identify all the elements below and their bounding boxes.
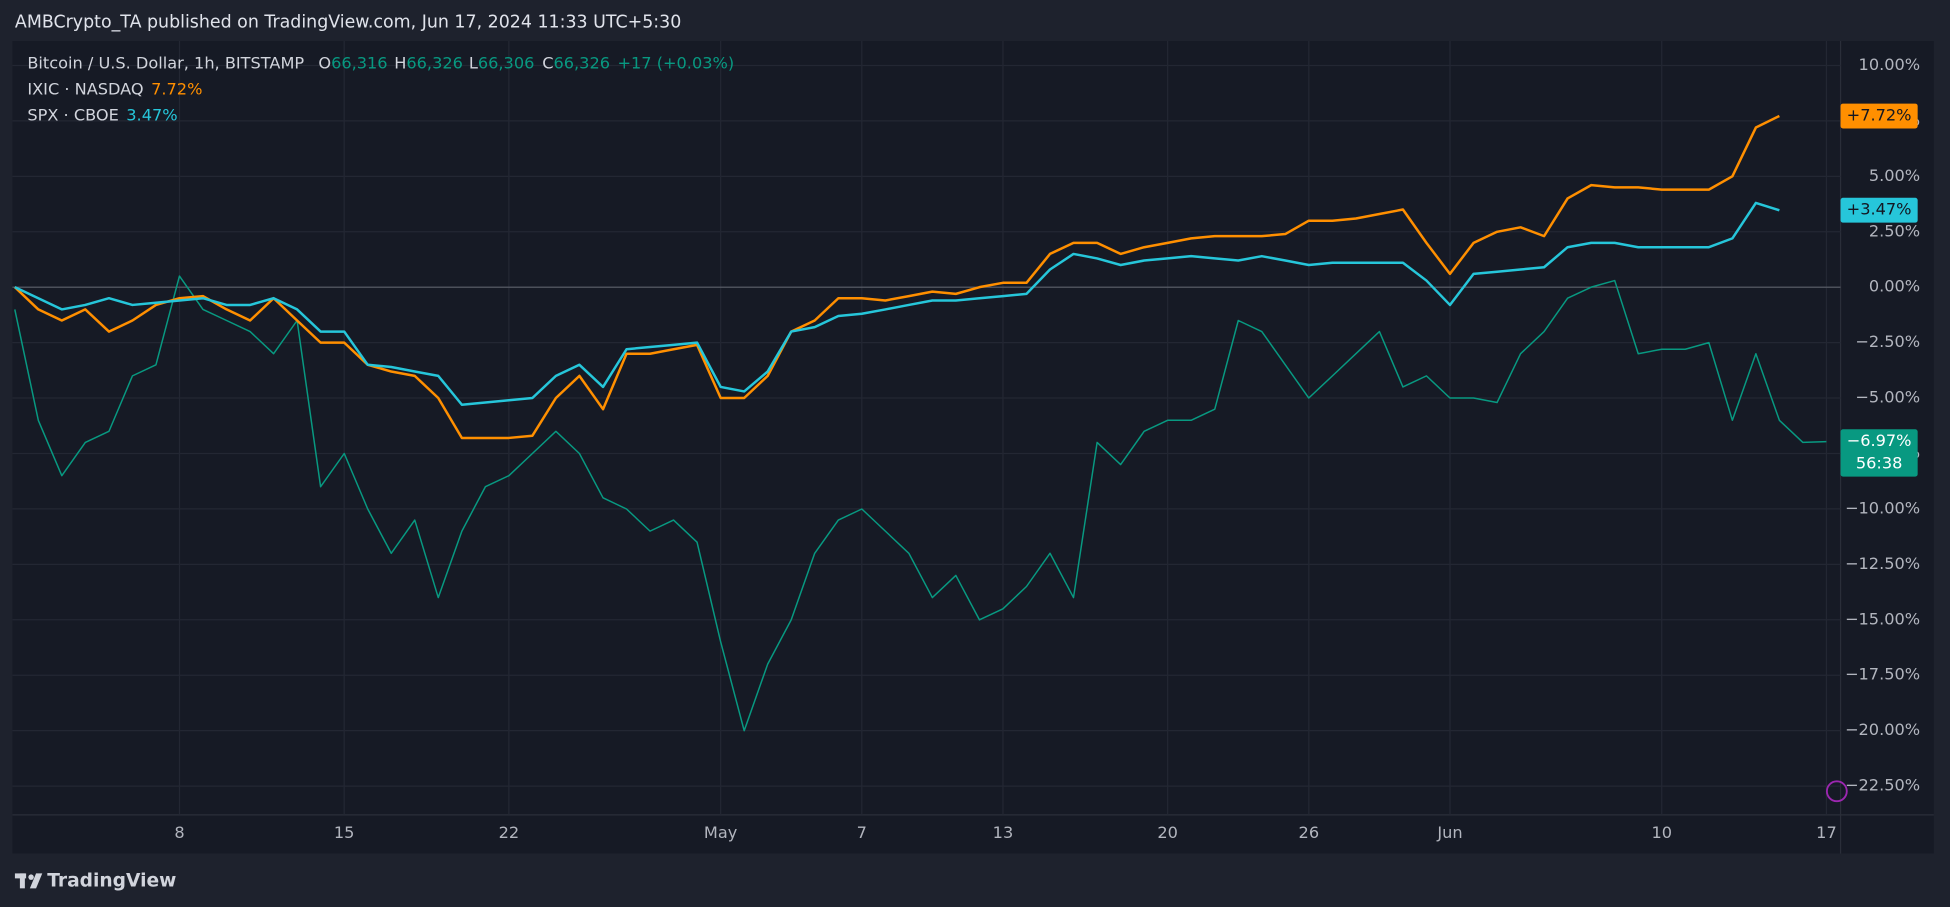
legend-name: Bitcoin / U.S. Dollar, 1h, BITSTAMP <box>27 53 304 72</box>
countdown: 56:38 <box>1856 454 1903 473</box>
x-tick-label: 26 <box>1299 823 1320 842</box>
price-badge-label: −6.97% <box>1847 431 1912 450</box>
tradingview-logo <box>14 873 43 889</box>
legend-name: IXIC · NASDAQ <box>27 79 143 98</box>
y-tick-label: 2.50% <box>1869 221 1920 240</box>
x-tick-label: 15 <box>334 823 355 842</box>
x-tick-label: Jun <box>1436 823 1462 842</box>
chart-pane <box>12 41 1934 854</box>
y-tick-label: −15.00% <box>1845 609 1920 628</box>
x-tick-label: 17 <box>1816 823 1837 842</box>
ohlc-value: 66,326 <box>553 53 610 72</box>
legend-entry: IXIC · NASDAQ 7.72% <box>27 79 202 98</box>
x-tick-label: 10 <box>1651 823 1672 842</box>
axes: 10.00%7.50%5.00%2.50%0.00%−2.50%−5.00%−7… <box>174 55 1920 842</box>
y-tick-label: −17.50% <box>1845 665 1920 684</box>
y-tick-label: 5.00% <box>1869 166 1920 185</box>
legend-value: 3.47% <box>126 105 177 124</box>
ohlc-label: O <box>318 53 331 72</box>
x-tick-label: 22 <box>499 823 520 842</box>
grid <box>12 41 1841 815</box>
series-line <box>14 201 1780 406</box>
price-badge-label: +3.47% <box>1847 200 1912 219</box>
x-tick-label: 7 <box>857 823 867 842</box>
x-tick-label: 20 <box>1157 823 1178 842</box>
ohlc-value: 66,316 <box>331 53 388 72</box>
footer-brand: TradingView <box>47 870 176 891</box>
y-tick-label: −2.50% <box>1855 332 1920 351</box>
event-icon <box>1825 780 1848 803</box>
y-tick-label: −20.00% <box>1845 720 1920 739</box>
legend: Bitcoin / U.S. Dollar, 1h, BITSTAMP O66,3… <box>27 53 734 124</box>
price-badge <box>1840 103 1918 129</box>
price-badge-label: +7.72% <box>1847 106 1912 125</box>
y-tick-label: −5.00% <box>1855 388 1920 407</box>
legend-change: +17 (+0.03%) <box>617 53 734 72</box>
logo-part <box>29 873 43 889</box>
price-badge <box>1840 197 1918 223</box>
plot <box>13 114 1827 732</box>
ohlc-value: 66,306 <box>478 53 535 72</box>
logo-part <box>19 873 25 889</box>
price-badge <box>1840 429 1918 477</box>
y-tick-label: −22.50% <box>1845 776 1920 795</box>
x-tick-label: 8 <box>174 823 184 842</box>
series-line <box>13 114 1780 440</box>
legend-name: SPX · CBOE <box>27 105 118 124</box>
y-tick-label: 10.00% <box>1859 55 1921 74</box>
series-line <box>14 275 1827 732</box>
ohlc-label: H <box>394 53 406 72</box>
ohlc-value: 66,326 <box>406 53 463 72</box>
y-tick-label: −12.50% <box>1845 554 1920 573</box>
legend-entry: Bitcoin / U.S. Dollar, 1h, BITSTAMP O66,3… <box>27 53 734 72</box>
ohlc-label: C <box>542 53 553 72</box>
y-tick-label: 0.00% <box>1869 277 1920 296</box>
x-tick-label: May <box>704 823 738 842</box>
publish-header: AMBCrypto_TA published on TradingView.co… <box>15 12 681 32</box>
logo-part <box>28 874 34 880</box>
y-tick-label: −10.00% <box>1845 498 1920 517</box>
ohlc-label: L <box>469 53 478 72</box>
legend-value: 7.72% <box>151 79 202 98</box>
legend-entry: SPX · CBOE 3.47% <box>27 105 177 124</box>
x-tick-label: 13 <box>993 823 1014 842</box>
